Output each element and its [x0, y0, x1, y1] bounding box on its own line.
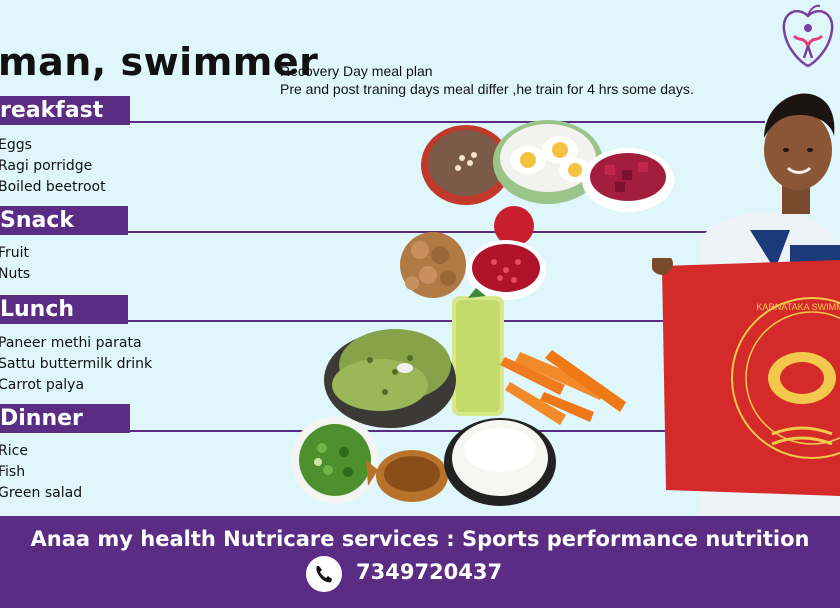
sattu-drink-image — [452, 288, 504, 416]
green-salad-image — [291, 416, 379, 504]
food-illustrations — [291, 120, 674, 506]
section-divider — [130, 121, 765, 123]
list-item: Nuts — [0, 266, 31, 282]
list-item: Sattu buttermilk drink — [0, 356, 153, 372]
page-title: man, swimmer — [0, 40, 319, 84]
ragi-porridge-image — [421, 125, 511, 205]
phone-icon — [306, 556, 342, 592]
beetroot-image — [582, 148, 674, 212]
snack-list: Fruit Nuts — [0, 243, 30, 285]
fish-image — [366, 450, 448, 502]
section-label: Snack — [0, 208, 75, 233]
section-divider — [128, 231, 728, 233]
footer-tagline: Anaa my health Nutricare services : Spor… — [30, 527, 810, 551]
carrots-image — [500, 350, 626, 425]
paneer-methi-paratha-image — [324, 329, 456, 428]
lunch-list: Paneer methi parata Sattu buttermilk dri… — [0, 333, 152, 396]
nuts-image — [400, 232, 466, 298]
dinner-list: Rice Fish Green salad — [0, 441, 82, 504]
section-breakfast-header: reakfast — [0, 96, 130, 125]
subtitle-plan: Recovery Day meal plan — [280, 63, 433, 79]
list-item: Fruit — [0, 245, 30, 261]
subtitle-note: Pre and post traning days meal differ ,h… — [280, 81, 694, 97]
section-label: Lunch — [0, 297, 75, 322]
pomegranate-image — [466, 206, 546, 300]
section-divider — [130, 430, 670, 432]
list-item: Fish — [0, 464, 26, 480]
list-item: Eggs — [0, 137, 32, 153]
footer-bar — [0, 516, 840, 608]
section-dinner-header: Dinner — [0, 404, 130, 433]
section-snack-header: Snack — [0, 206, 128, 235]
list-item: Paneer methi parata — [0, 335, 142, 351]
breakfast-list: Eggs Ragi porridge Boiled beetroot — [0, 135, 106, 198]
karnataka-swimming-flag: KARNATAKA SWIMMING A — [652, 258, 840, 496]
flag-text: KARNATAKA SWIMMING A — [756, 302, 840, 312]
section-label: Dinner — [0, 406, 83, 431]
list-item: Carrot palya — [0, 377, 85, 393]
list-item: Green salad — [0, 485, 83, 501]
list-item: Boiled beetroot — [0, 179, 106, 195]
section-divider — [128, 320, 668, 322]
section-label: reakfast — [0, 98, 104, 123]
apple-heart-logo-icon — [782, 4, 834, 68]
list-item: Rice — [0, 443, 28, 459]
section-lunch-header: Lunch — [0, 295, 128, 324]
list-item: Ragi porridge — [0, 158, 93, 174]
rice-image — [444, 418, 556, 506]
phone-number[interactable]: 7349720437 — [356, 560, 503, 584]
boiled-eggs-image — [493, 120, 603, 204]
